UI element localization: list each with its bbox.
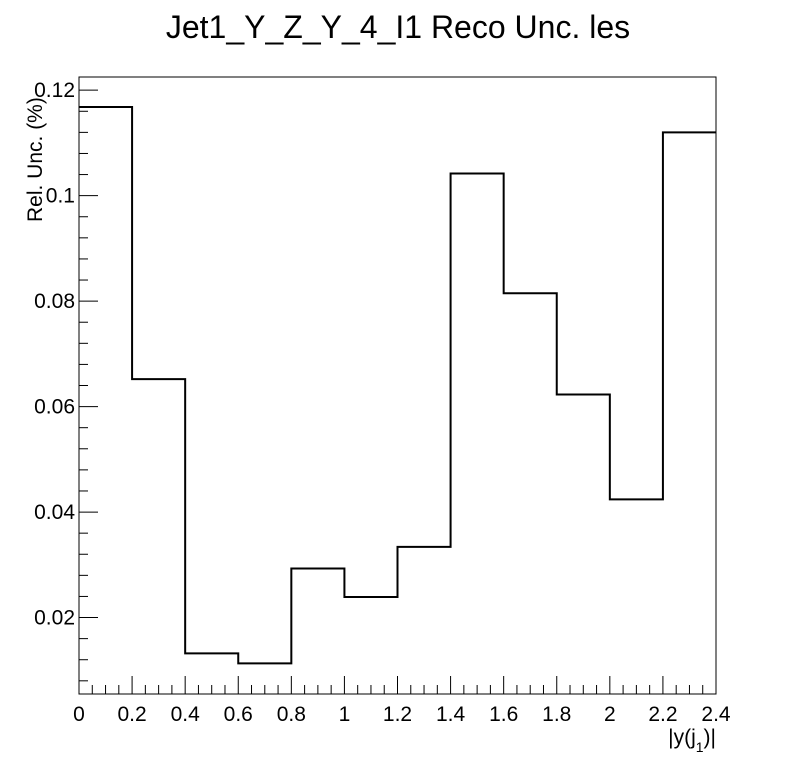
x-tick-label: 2.4 bbox=[701, 703, 731, 726]
histogram-series-line bbox=[79, 106, 716, 665]
y-tick-label: 0.02 bbox=[34, 607, 75, 630]
x-tick-label: 0.4 bbox=[171, 703, 201, 726]
x-tick-label: 1.4 bbox=[436, 703, 466, 726]
x-axis-label-main: |y(j bbox=[668, 726, 696, 749]
y-tick-label: 0.1 bbox=[46, 185, 75, 208]
x-tick-label: 0.2 bbox=[117, 703, 146, 726]
chart-title: Jet1_Y_Z_Y_4_I1 Reco Unc. les bbox=[166, 9, 630, 45]
x-tick-label: 1.6 bbox=[489, 703, 518, 726]
x-tick-label: 1 bbox=[339, 703, 351, 726]
x-tick-label: 2 bbox=[604, 703, 616, 726]
axis-tick-labels: 0 0.2 0.4 0.6 0.8 1 1.2 1.4 1.6 1.8 2 2.2 2.4 0.02 0.0… bbox=[34, 79, 731, 726]
x-axis-label: |y(j1)| bbox=[668, 726, 716, 755]
y-tick-label: 0.12 bbox=[34, 79, 75, 102]
y-tick-label: 0.06 bbox=[34, 396, 75, 419]
y-tick-label: 0.04 bbox=[34, 501, 75, 524]
x-tick-label: 1.2 bbox=[383, 703, 412, 726]
x-axis-label-tail: )| bbox=[704, 726, 716, 749]
y-tick-label: 0.08 bbox=[34, 290, 75, 313]
x-tick-label: 0.6 bbox=[224, 703, 253, 726]
x-tick-label: 2.2 bbox=[648, 703, 677, 726]
x-tick-label: 0.8 bbox=[277, 703, 306, 726]
x-tick-label: 0 bbox=[73, 703, 85, 726]
y-axis-label: Rel. Unc. (%) bbox=[24, 97, 47, 222]
x-tick-label: 1.8 bbox=[542, 703, 571, 726]
axis-ticks bbox=[78, 89, 717, 694]
x-axis-label-subscript: 1 bbox=[696, 739, 704, 755]
plot-frame bbox=[78, 76, 717, 695]
